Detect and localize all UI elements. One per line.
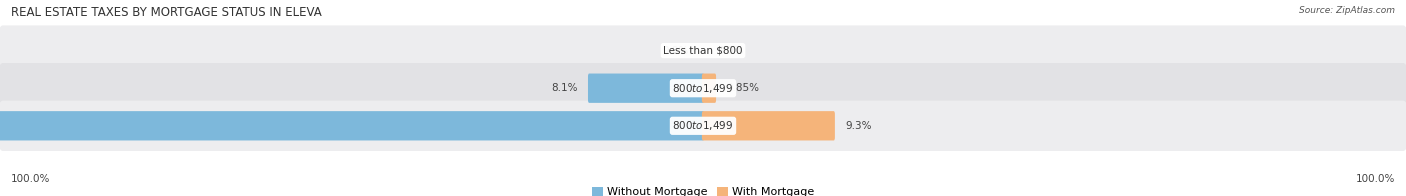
FancyBboxPatch shape <box>0 25 1406 76</box>
Text: Less than $800: Less than $800 <box>664 46 742 56</box>
FancyBboxPatch shape <box>0 63 1406 113</box>
Text: $800 to $1,499: $800 to $1,499 <box>672 82 734 95</box>
FancyBboxPatch shape <box>702 74 716 103</box>
Text: 100.0%: 100.0% <box>1355 174 1395 184</box>
FancyBboxPatch shape <box>588 74 704 103</box>
Text: 8.1%: 8.1% <box>551 83 578 93</box>
FancyBboxPatch shape <box>0 101 1406 151</box>
Text: 100.0%: 100.0% <box>11 174 51 184</box>
Text: 9.3%: 9.3% <box>845 121 872 131</box>
Text: REAL ESTATE TAXES BY MORTGAGE STATUS IN ELEVA: REAL ESTATE TAXES BY MORTGAGE STATUS IN … <box>11 6 322 19</box>
Legend: Without Mortgage, With Mortgage: Without Mortgage, With Mortgage <box>588 182 818 196</box>
Text: 0.0%: 0.0% <box>717 46 744 56</box>
FancyBboxPatch shape <box>0 111 704 141</box>
Text: Source: ZipAtlas.com: Source: ZipAtlas.com <box>1299 6 1395 15</box>
Text: $800 to $1,499: $800 to $1,499 <box>672 119 734 132</box>
Text: 0.85%: 0.85% <box>725 83 759 93</box>
Text: 0.0%: 0.0% <box>662 46 689 56</box>
FancyBboxPatch shape <box>702 111 835 141</box>
